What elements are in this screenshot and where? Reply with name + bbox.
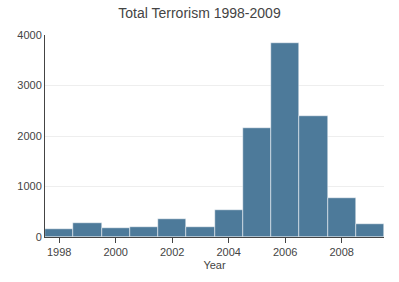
svg-text:1000: 1000 — [17, 180, 41, 192]
svg-text:2006: 2006 — [273, 246, 297, 258]
svg-text:2004: 2004 — [216, 246, 240, 258]
svg-text:4000: 4000 — [17, 29, 41, 41]
svg-text:2002: 2002 — [160, 246, 184, 258]
svg-text:2000: 2000 — [103, 246, 127, 258]
svg-text:0: 0 — [36, 231, 42, 243]
svg-text:1998: 1998 — [47, 246, 71, 258]
svg-text:2008: 2008 — [329, 246, 353, 258]
svg-text:Year: Year — [203, 259, 226, 271]
svg-text:2000: 2000 — [17, 130, 41, 142]
svg-text:Total Terrorism 1998-2009: Total Terrorism 1998-2009 — [118, 5, 281, 21]
svg-text:3000: 3000 — [17, 79, 41, 91]
